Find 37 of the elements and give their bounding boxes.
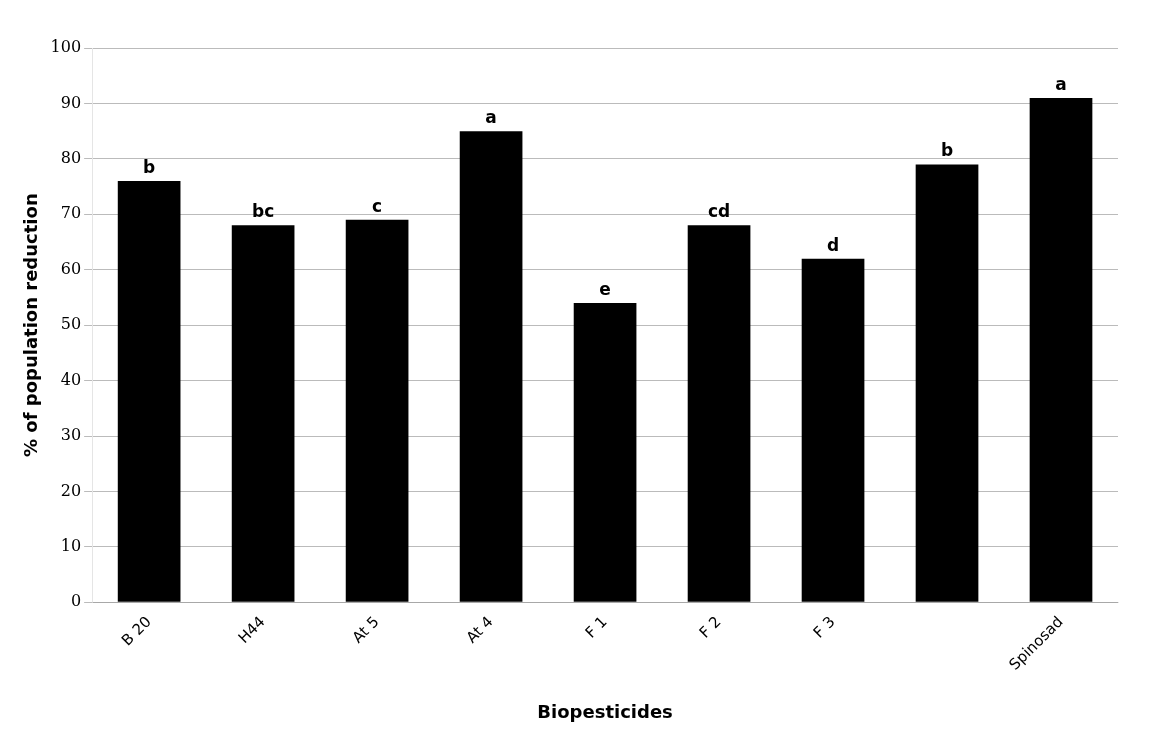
y-tick-label: 70 (60, 203, 82, 223)
bar (573, 302, 637, 602)
bar (345, 219, 409, 602)
y-tick-label: 0 (70, 591, 82, 611)
bar (117, 181, 181, 602)
y-tick-label: 60 (60, 258, 82, 278)
annotation: e (599, 278, 611, 299)
x-tick-label: F 1 (581, 612, 611, 642)
bar (231, 225, 295, 602)
y-tick-label: 30 (60, 425, 82, 445)
y-tick-label: 50 (60, 314, 82, 334)
annotation: d (826, 234, 840, 255)
annotation: bc (251, 201, 275, 222)
y-tick-label: 90 (60, 92, 82, 112)
y-tick-label: 40 (60, 369, 82, 389)
bar (1029, 97, 1093, 602)
y-tick-label: 100 (50, 37, 82, 57)
x-tick-label: F 2 (695, 612, 725, 642)
x-tick-label: At 4 (462, 612, 497, 647)
annotation: b (940, 140, 954, 161)
bar (687, 225, 751, 602)
annotation: a (485, 107, 497, 128)
y-tick-label: 80 (60, 148, 82, 168)
bar (801, 258, 865, 602)
x-tick-label: F 3 (809, 612, 839, 642)
x-tick-label: At 5 (348, 612, 383, 647)
x-axis-title: Biopesticides (537, 700, 673, 722)
x-tick-label: B 20 (117, 612, 155, 650)
bar (915, 164, 979, 602)
bar (459, 131, 523, 602)
annotation: b (143, 156, 156, 177)
y-tick-label: 10 (60, 536, 82, 556)
y-tick-label: 20 (60, 480, 82, 500)
annotation: c (372, 195, 383, 216)
annotation: cd (707, 201, 731, 222)
y-axis-title: % of population reduction (20, 193, 42, 457)
annotation: a (1055, 73, 1067, 94)
